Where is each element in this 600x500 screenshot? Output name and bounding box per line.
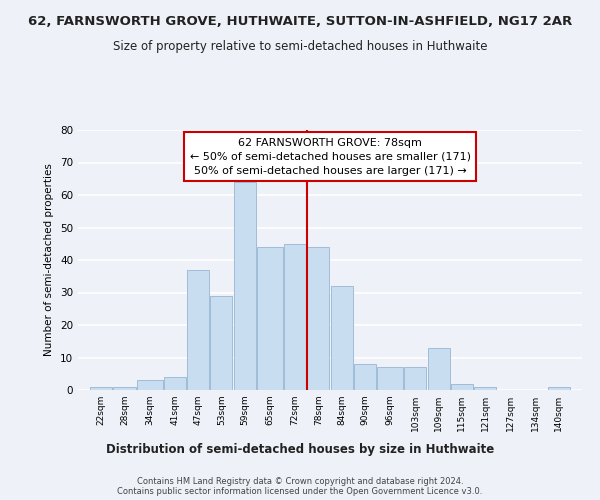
Bar <box>257 247 283 390</box>
Text: Contains HM Land Registry data © Crown copyright and database right 2024.: Contains HM Land Registry data © Crown c… <box>137 478 463 486</box>
Bar <box>548 387 570 390</box>
Bar <box>354 364 376 390</box>
Bar <box>233 182 256 390</box>
Bar <box>211 296 232 390</box>
Text: Distribution of semi-detached houses by size in Huthwaite: Distribution of semi-detached houses by … <box>106 442 494 456</box>
Bar <box>404 367 427 390</box>
Text: 62 FARNSWORTH GROVE: 78sqm
← 50% of semi-detached houses are smaller (171)
50% o: 62 FARNSWORTH GROVE: 78sqm ← 50% of semi… <box>190 138 470 176</box>
Bar <box>474 387 496 390</box>
Bar <box>428 348 449 390</box>
Text: Contains public sector information licensed under the Open Government Licence v3: Contains public sector information licen… <box>118 488 482 496</box>
Bar <box>164 377 186 390</box>
Bar <box>137 380 163 390</box>
Text: 62, FARNSWORTH GROVE, HUTHWAITE, SUTTON-IN-ASHFIELD, NG17 2AR: 62, FARNSWORTH GROVE, HUTHWAITE, SUTTON-… <box>28 15 572 28</box>
Bar <box>307 247 329 390</box>
Bar <box>187 270 209 390</box>
Bar <box>284 244 306 390</box>
Bar <box>451 384 473 390</box>
Bar <box>113 387 136 390</box>
Y-axis label: Number of semi-detached properties: Number of semi-detached properties <box>44 164 55 356</box>
Text: Size of property relative to semi-detached houses in Huthwaite: Size of property relative to semi-detach… <box>113 40 487 53</box>
Bar <box>331 286 353 390</box>
Bar <box>377 367 403 390</box>
Bar <box>90 387 112 390</box>
